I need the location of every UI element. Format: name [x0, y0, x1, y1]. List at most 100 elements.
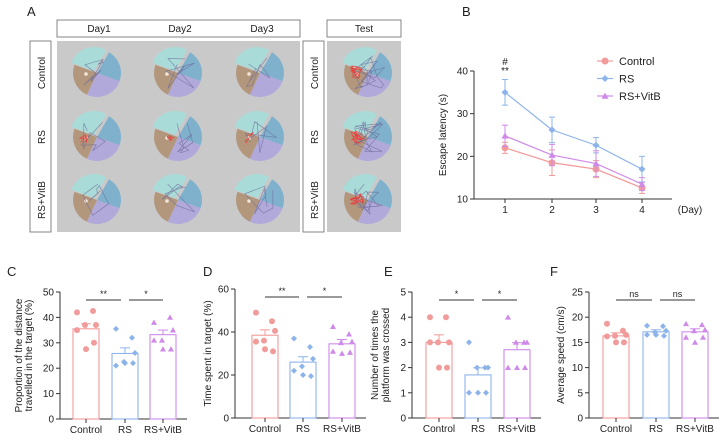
- marker-diamond: [501, 88, 509, 96]
- legend-label: Control: [619, 56, 654, 68]
- platform-marker: [165, 199, 169, 203]
- bar-rs: [464, 374, 492, 419]
- day-header-box: [56, 19, 301, 38]
- bar-control: [602, 335, 630, 419]
- series-line-rs: [504, 91, 643, 170]
- marker-triangle: [159, 337, 165, 343]
- marker-triangle: [346, 331, 352, 337]
- marker-diamond: [483, 389, 489, 396]
- marker-circle: [270, 348, 276, 355]
- marker-circle: [261, 337, 267, 344]
- y-tick-label: 2: [400, 363, 406, 374]
- marker-diamond: [129, 334, 135, 341]
- y-tick-label: 15: [572, 338, 584, 349]
- significance-label: **: [100, 289, 108, 299]
- marker-diamond: [291, 367, 297, 374]
- quadrant-right: [368, 116, 392, 146]
- marker-circle: [612, 332, 618, 339]
- quadrant-left: [154, 128, 178, 159]
- marker-circle: [253, 338, 259, 345]
- marker-triangle: [592, 160, 600, 167]
- quadrant-bottom: [249, 137, 283, 162]
- x-tick-label: 4: [639, 205, 645, 216]
- marker-diamond: [644, 331, 650, 338]
- marker-triangle: [338, 339, 344, 346]
- series-line-rs-vitb: [504, 135, 643, 185]
- y-tick-label: 50: [43, 288, 55, 299]
- quadrant-bottom: [167, 73, 201, 98]
- significance-label: *: [498, 289, 502, 299]
- y-tick-label: 0: [223, 414, 229, 425]
- quadrant-right: [97, 52, 121, 82]
- quadrant-bottom: [86, 137, 120, 162]
- row-label-box: [29, 40, 52, 233]
- marker-diamond: [300, 372, 306, 378]
- y-tick-label: 3: [400, 338, 406, 349]
- x-tick-label: RS: [649, 424, 663, 435]
- marker-triangle: [513, 339, 519, 345]
- header-day1: Day1: [87, 24, 111, 35]
- y-axis-label: platform was crossed: [381, 308, 392, 402]
- swim-track-highlight: [244, 132, 254, 144]
- marker-diamond: [601, 75, 609, 82]
- swim-track: [176, 122, 194, 154]
- marker-diamond: [310, 355, 316, 362]
- panel-e-chart: 0 1 2 3 4 5 Number of times the platform was cr…: [370, 288, 541, 435]
- marker-diamond: [113, 325, 119, 332]
- significance-label: *: [323, 286, 327, 296]
- bar-control: [425, 341, 453, 419]
- y-axis-label: Escape latency (s): [438, 94, 449, 176]
- swim-track: [82, 183, 110, 216]
- marker-circle: [427, 339, 433, 346]
- quadrant-left: [153, 191, 178, 222]
- x-tick-label: Control: [423, 424, 455, 435]
- quadrant-left: [73, 128, 97, 159]
- marker-diamond: [474, 364, 480, 371]
- marker-triangle: [349, 338, 355, 345]
- quadrant-right: [368, 52, 392, 82]
- quadrant-top: [234, 173, 269, 198]
- marker-diamond: [548, 126, 556, 134]
- marker-triangle: [683, 320, 689, 327]
- y-tick-label: 40: [43, 313, 55, 324]
- marker-triangle: [699, 321, 705, 328]
- marker-diamond: [661, 332, 667, 339]
- swim-track: [244, 121, 277, 153]
- bar-rs-vitb: [503, 349, 531, 419]
- marker-triangle: [700, 334, 706, 340]
- x-tick-label: 2: [549, 205, 555, 216]
- y-tick-label: 25: [572, 288, 584, 299]
- swim-track: [165, 58, 195, 89]
- marker-circle: [604, 320, 610, 327]
- header-day2: Day2: [168, 24, 192, 35]
- y-axis-label: Number of times the: [370, 310, 381, 400]
- panel-b: B 10 20 30 40 1 2 3 4 (Day) Escape latency (s) Con…: [438, 4, 702, 216]
- marker-circle: [446, 339, 452, 346]
- x-tick-label: RS: [118, 425, 132, 436]
- y-tick-label: 10: [572, 363, 584, 374]
- x-tick-label: RS: [296, 424, 310, 435]
- marker-diamond: [592, 141, 600, 149]
- x-tick-label: 3: [593, 205, 599, 216]
- marker-diamond: [122, 360, 128, 367]
- marker-circle: [613, 339, 619, 346]
- marker-circle: [74, 309, 80, 316]
- panel-label-e: E: [384, 264, 393, 279]
- significance-annotation: **: [501, 66, 509, 77]
- y-axis-label: Time spent in target (%): [203, 300, 214, 406]
- marker-diamond: [663, 327, 669, 334]
- marker-triangle: [522, 364, 528, 370]
- panel-label-d: D: [203, 264, 212, 279]
- panel-a: A Day1 Day2 Day3 Test Control RS RS+VitB…: [27, 4, 402, 233]
- marker-diamond: [638, 165, 646, 173]
- marker-circle: [93, 322, 99, 329]
- marker-diamond: [308, 373, 314, 380]
- marker-circle: [82, 322, 88, 329]
- y-tick-label: 30: [43, 338, 55, 349]
- quadrant-bottom: [357, 200, 391, 224]
- quadrant-bottom: [86, 73, 120, 98]
- marker-triangle: [501, 132, 509, 139]
- marker-diamond: [653, 331, 659, 338]
- legend-label: RS: [619, 74, 634, 86]
- y-tick-label: 10: [457, 195, 469, 206]
